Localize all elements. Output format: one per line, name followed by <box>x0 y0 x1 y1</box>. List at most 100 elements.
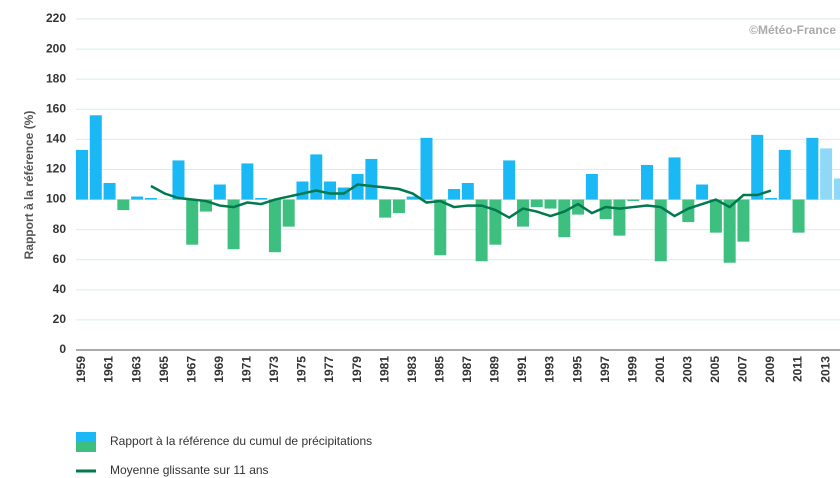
bar <box>572 199 585 215</box>
x-tick-label: 1985 <box>432 356 446 383</box>
y-tick-label: 140 <box>46 132 66 146</box>
bar <box>89 115 102 200</box>
bar <box>144 198 157 200</box>
bar <box>792 199 805 233</box>
bar <box>668 157 681 200</box>
y-tick-label: 0 <box>59 342 66 356</box>
x-tick-label: 1975 <box>295 356 309 383</box>
x-tick-label: 1987 <box>460 356 474 383</box>
x-tick-label: 1961 <box>102 356 116 383</box>
bar <box>365 158 378 200</box>
x-tick-label: 2007 <box>736 356 750 383</box>
x-tick-label: 1959 <box>74 356 88 383</box>
legend-label: Rapport à la référence du cumul de préci… <box>110 434 372 448</box>
bar <box>737 199 750 242</box>
bar <box>379 199 392 218</box>
bar <box>255 198 268 200</box>
bar <box>296 181 309 200</box>
y-tick-label: 100 <box>46 192 66 206</box>
x-tick-label: 1999 <box>625 356 639 383</box>
bar <box>820 148 833 200</box>
bar <box>530 199 543 208</box>
bar <box>627 199 640 202</box>
x-tick-label: 1973 <box>267 356 281 383</box>
bar <box>723 199 736 263</box>
bar <box>475 199 488 262</box>
copyright: ©Météo-France <box>749 23 836 37</box>
y-axis-label: Rapport à la référence (%) <box>22 111 36 260</box>
plot <box>76 18 840 351</box>
y-tick-label: 40 <box>53 282 67 296</box>
legend-swatch <box>76 442 96 452</box>
bar <box>420 137 433 200</box>
x-tick-label: 1991 <box>515 356 529 383</box>
x-tick-label: 1979 <box>350 356 364 383</box>
bar <box>351 173 364 200</box>
x-tick-label: 1989 <box>488 356 502 383</box>
bar <box>489 199 502 245</box>
x-tick-label: 1965 <box>157 356 171 383</box>
bar <box>682 199 695 223</box>
bar <box>103 182 116 200</box>
y-tick-label: 80 <box>53 222 67 236</box>
x-tick-label: 1983 <box>405 356 419 383</box>
x-tick-label: 2011 <box>791 356 805 382</box>
bar <box>599 199 612 220</box>
bar <box>186 199 199 245</box>
bar <box>640 164 653 200</box>
legend-swatch <box>76 432 96 442</box>
bar <box>833 178 840 200</box>
bar <box>503 160 516 200</box>
bar <box>434 199 447 256</box>
y-tick-label: 200 <box>46 41 66 55</box>
bar <box>131 196 144 200</box>
bar <box>765 198 777 200</box>
x-tick-label: 1997 <box>598 356 612 383</box>
bar <box>213 184 226 200</box>
legend-label: Moyenne glissante sur 11 ans <box>110 463 269 477</box>
y-tick-label: 220 <box>46 11 66 25</box>
bar <box>709 199 722 233</box>
bar <box>585 173 598 200</box>
y-tick-label: 60 <box>53 252 67 266</box>
moving-average-line <box>150 183 772 220</box>
bar <box>461 182 474 200</box>
bar <box>654 199 667 262</box>
x-tick-label: 1969 <box>212 356 226 383</box>
x-tick-label: 1967 <box>184 356 198 383</box>
x-tick-label: 1963 <box>129 356 143 383</box>
bar <box>516 199 529 227</box>
bar <box>806 137 819 200</box>
bar <box>76 149 88 200</box>
x-tick-label: 1995 <box>570 356 584 383</box>
x-tick-label: 2013 <box>818 356 832 383</box>
bar <box>778 149 791 200</box>
x-tick-label: 1971 <box>240 356 254 383</box>
x-tick-label: 2005 <box>708 356 722 383</box>
x-tick-label: 2009 <box>763 356 777 383</box>
x-tick-label: 2001 <box>653 356 667 383</box>
y-tick-label: 180 <box>46 71 66 85</box>
bar <box>268 199 281 253</box>
bar <box>613 199 626 236</box>
bar <box>448 189 461 200</box>
bar <box>751 134 764 200</box>
bar <box>558 199 571 238</box>
bar <box>172 160 185 200</box>
y-tick-label: 160 <box>46 101 66 115</box>
bar <box>392 199 405 214</box>
bar <box>117 199 130 211</box>
bar <box>227 199 240 250</box>
x-tick-label: 1993 <box>543 356 557 383</box>
x-tick-label: 2003 <box>680 356 694 383</box>
bar <box>310 154 323 200</box>
y-tick-label: 120 <box>46 162 66 176</box>
bar <box>324 181 337 200</box>
x-tick-label: 1981 <box>377 356 391 383</box>
bar <box>544 199 557 209</box>
x-tick-label: 1977 <box>322 356 336 383</box>
bar <box>241 163 254 200</box>
bar <box>282 199 295 227</box>
bar <box>696 184 709 200</box>
